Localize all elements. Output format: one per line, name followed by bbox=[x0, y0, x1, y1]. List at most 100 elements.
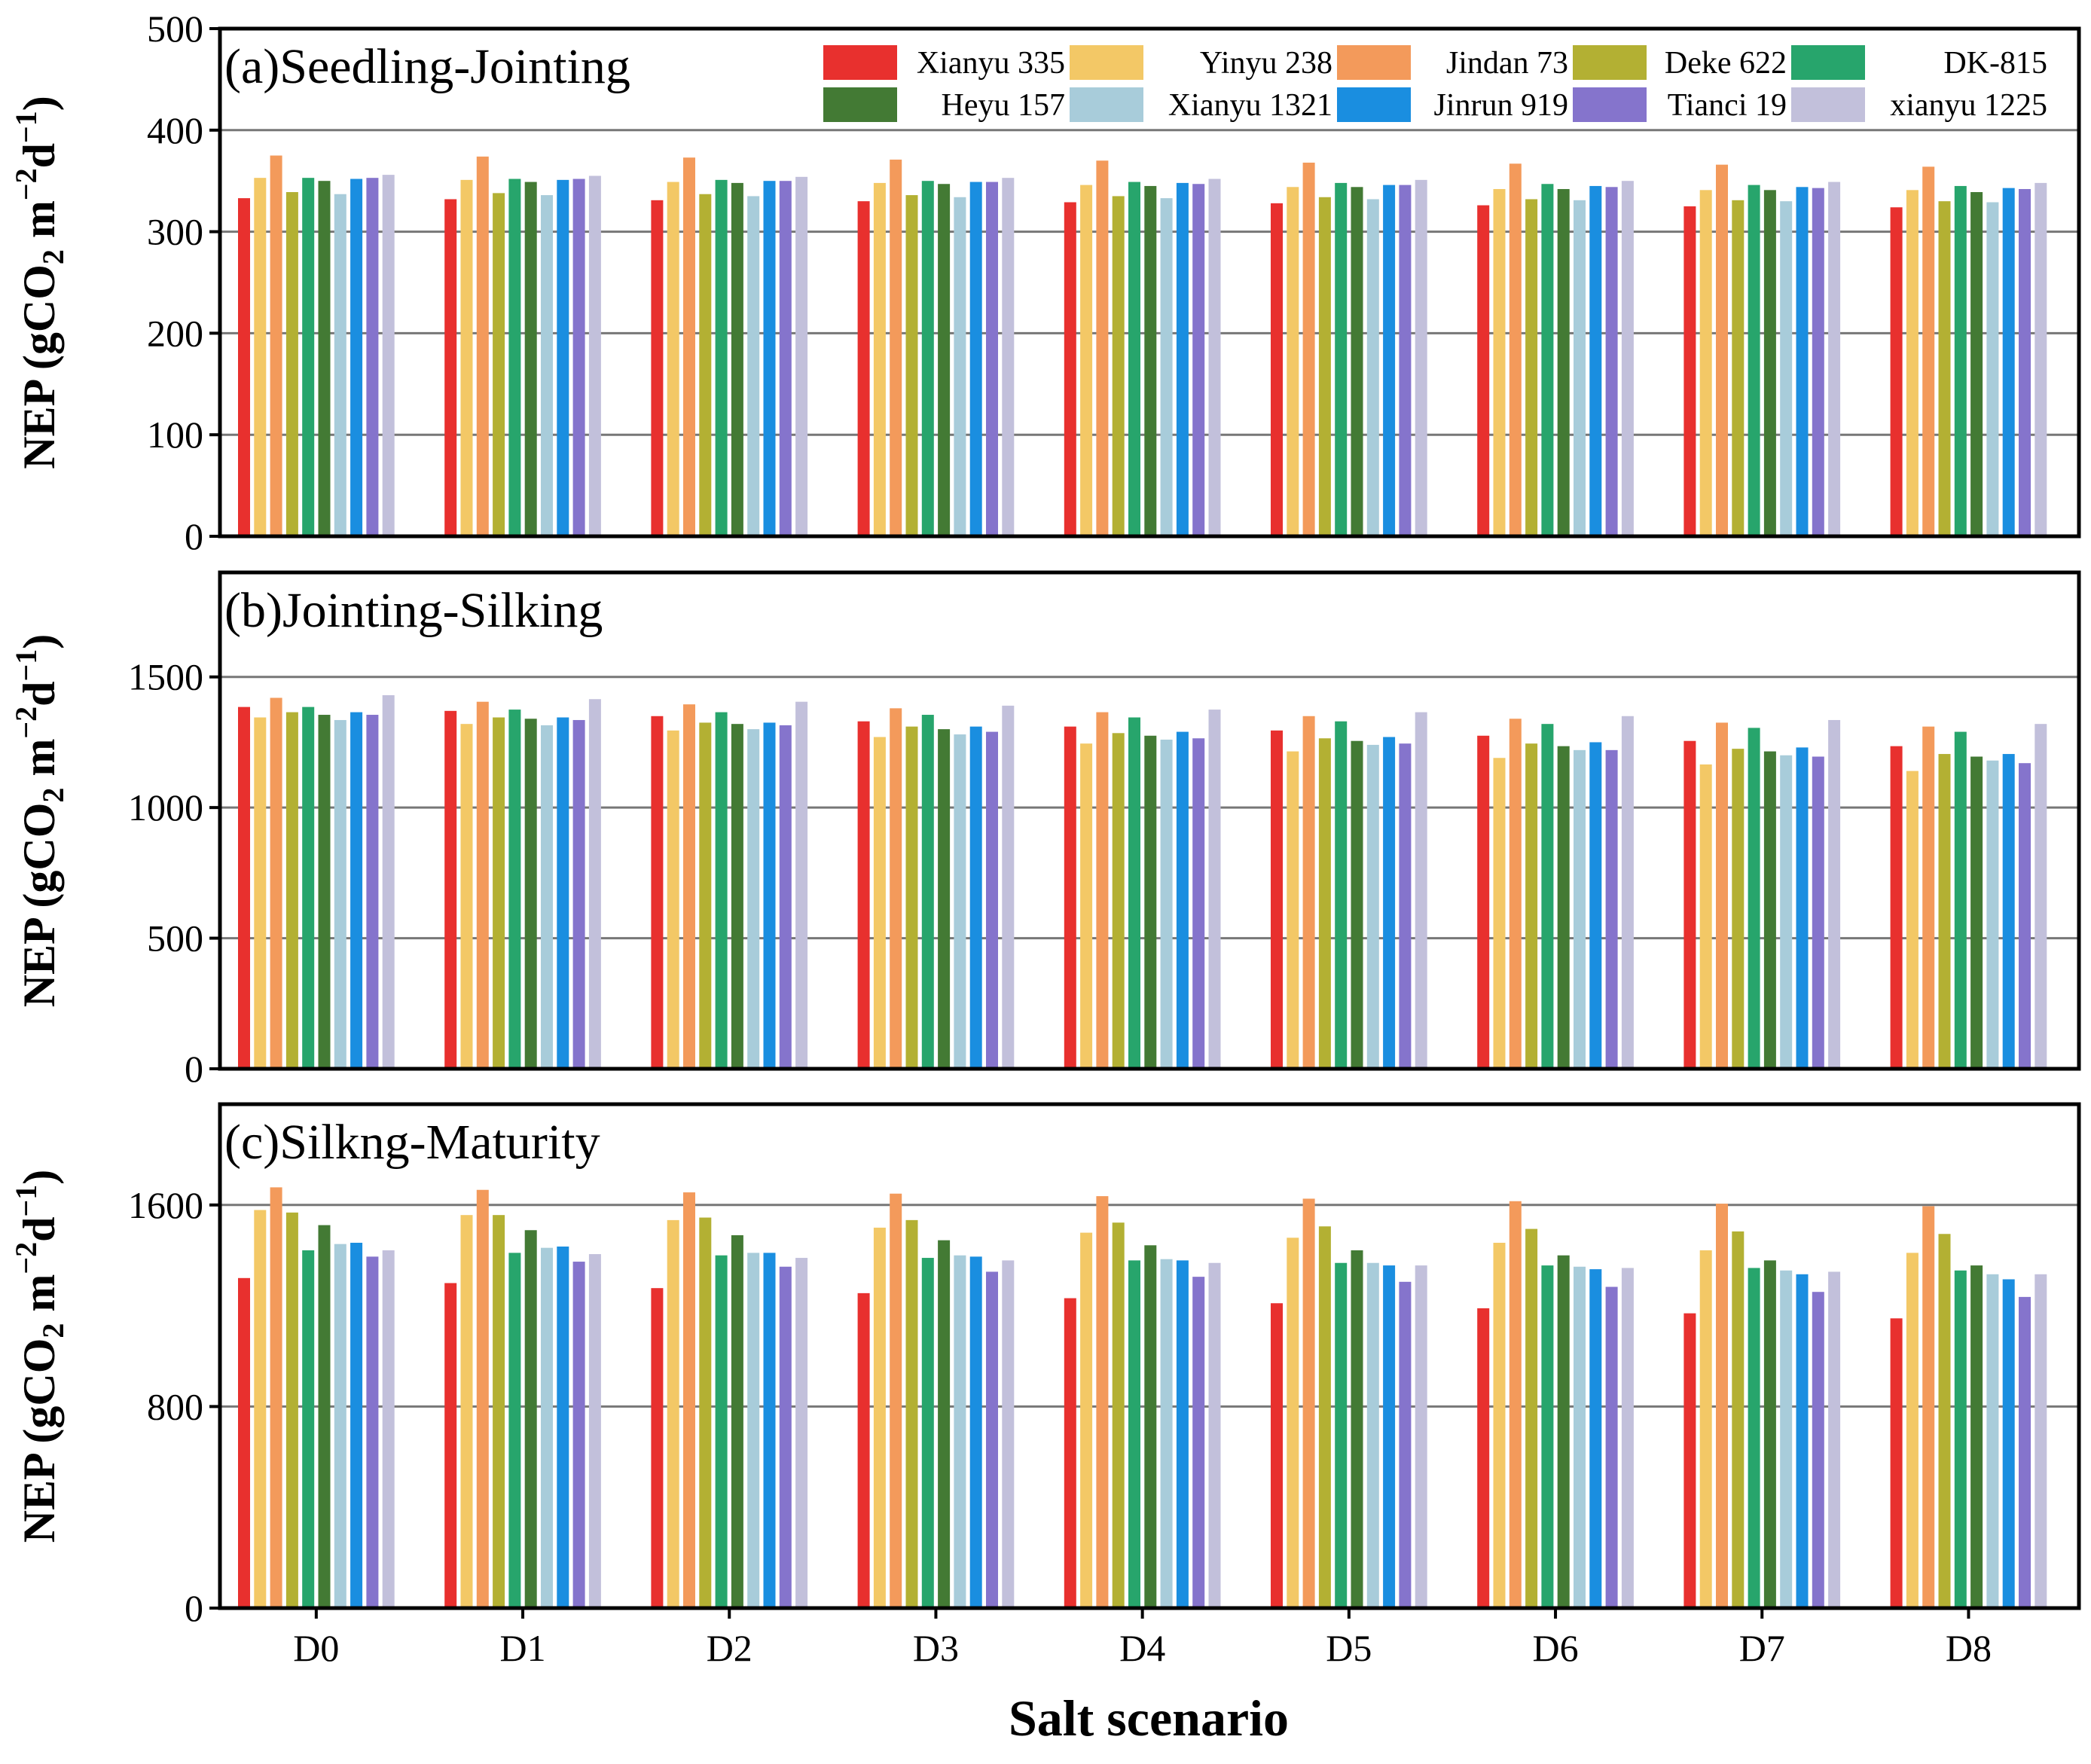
bar bbox=[1716, 722, 1728, 1069]
bar bbox=[493, 1215, 505, 1608]
bar bbox=[382, 175, 395, 536]
x-axis-title: Salt scenario bbox=[1009, 1689, 1289, 1747]
bar bbox=[1812, 188, 1824, 537]
bar bbox=[1366, 744, 1379, 1069]
panel-3: 0 800 1600 (c)Silkng-Maturity NEP (gCO2 m−2d… bbox=[9, 1102, 2081, 1629]
bar bbox=[1699, 764, 1712, 1069]
bar bbox=[699, 722, 712, 1069]
plot-frame bbox=[218, 1102, 2081, 1610]
bar bbox=[667, 730, 679, 1069]
legend-swatch bbox=[1791, 45, 1865, 80]
bar bbox=[1176, 182, 1189, 536]
bar bbox=[2019, 1296, 2031, 1608]
y-axis-title-part: ) bbox=[14, 96, 64, 111]
bar bbox=[857, 1292, 870, 1608]
legend-swatch bbox=[1573, 87, 1647, 122]
bar bbox=[715, 179, 728, 537]
x-tick-label: D1 bbox=[499, 1627, 545, 1669]
bar bbox=[572, 1262, 585, 1608]
bar bbox=[1683, 1313, 1696, 1608]
bar bbox=[382, 1250, 395, 1608]
y-axis-title-part: 2 bbox=[36, 788, 70, 803]
bar bbox=[2002, 188, 2015, 537]
bar bbox=[541, 195, 553, 536]
bar bbox=[1828, 719, 1841, 1069]
y-axis-title: NEP (gCO2 m−2d−1) bbox=[9, 1170, 70, 1543]
bar bbox=[1192, 184, 1205, 536]
bar bbox=[731, 724, 743, 1069]
bar bbox=[1192, 738, 1205, 1069]
x-tick-label: D3 bbox=[913, 1627, 959, 1669]
legend-label: Xianyu 1321 bbox=[1168, 88, 1332, 123]
bar bbox=[1906, 771, 1919, 1069]
legend-label: Tianci 19 bbox=[1668, 88, 1787, 123]
x-tick-label: D5 bbox=[1326, 1627, 1372, 1669]
bar bbox=[1080, 743, 1093, 1069]
bar bbox=[779, 181, 792, 536]
bar bbox=[1938, 1234, 1951, 1608]
bar bbox=[1302, 716, 1315, 1069]
legend-swatch bbox=[1070, 87, 1143, 122]
x-tick-label: D4 bbox=[1119, 1627, 1165, 1669]
bar bbox=[986, 731, 998, 1069]
bar bbox=[460, 179, 473, 537]
bar bbox=[1176, 731, 1189, 1069]
bar bbox=[2002, 1279, 2015, 1608]
bar bbox=[588, 1254, 601, 1608]
bar bbox=[1287, 187, 1299, 536]
bar bbox=[366, 715, 379, 1069]
panel-2: 0 500 1000 1500 (b)Jointing-Silking NEP (gCO2… bbox=[9, 570, 2081, 1090]
bar bbox=[524, 1230, 537, 1608]
bar bbox=[938, 1240, 951, 1608]
bar bbox=[763, 1253, 776, 1608]
bar bbox=[1318, 197, 1331, 536]
bar bbox=[1922, 726, 1935, 1069]
bar bbox=[1763, 751, 1776, 1069]
bar bbox=[1605, 187, 1618, 536]
bar bbox=[444, 199, 457, 536]
bar bbox=[683, 1192, 695, 1608]
bar bbox=[1002, 178, 1015, 536]
bar bbox=[238, 1277, 250, 1608]
bar bbox=[1415, 179, 1427, 537]
bar bbox=[2019, 188, 2031, 536]
bar bbox=[1399, 1281, 1412, 1608]
y-axis-title-part: d bbox=[14, 681, 64, 706]
bar bbox=[1557, 746, 1570, 1069]
bar bbox=[444, 1283, 457, 1608]
bar bbox=[1335, 1262, 1348, 1608]
bar bbox=[1716, 1204, 1728, 1608]
bar bbox=[508, 1253, 521, 1608]
bar bbox=[238, 198, 250, 536]
bar bbox=[1509, 163, 1522, 536]
y-axis-title-part: m bbox=[14, 739, 64, 788]
plot-frame bbox=[218, 570, 2081, 1071]
bar bbox=[1064, 726, 1076, 1069]
bar bbox=[1128, 717, 1140, 1069]
bar bbox=[557, 179, 569, 537]
bar bbox=[857, 721, 870, 1069]
bar bbox=[1192, 1277, 1205, 1608]
legend-label: xianyu 1225 bbox=[1890, 88, 2047, 123]
bar bbox=[476, 1189, 489, 1608]
legend-swatch bbox=[823, 87, 897, 122]
bar bbox=[557, 1246, 569, 1608]
bar bbox=[1271, 203, 1283, 536]
bar bbox=[1732, 200, 1745, 536]
y-axis-title-part: −1 bbox=[9, 1185, 43, 1217]
bar bbox=[1699, 190, 1712, 536]
bar bbox=[1683, 740, 1696, 1069]
bar bbox=[651, 1288, 664, 1608]
bar bbox=[270, 697, 282, 1069]
bar bbox=[954, 734, 966, 1069]
bar bbox=[1748, 728, 1760, 1069]
bar bbox=[1938, 754, 1951, 1069]
legend-label: Yinyu 238 bbox=[1200, 46, 1332, 81]
bar bbox=[285, 192, 298, 536]
bar bbox=[1208, 710, 1221, 1069]
bar bbox=[524, 182, 537, 536]
bar bbox=[1763, 190, 1776, 536]
bar bbox=[1208, 179, 1221, 536]
bar bbox=[1064, 202, 1076, 536]
y-axis-title-part: −1 bbox=[9, 649, 43, 682]
